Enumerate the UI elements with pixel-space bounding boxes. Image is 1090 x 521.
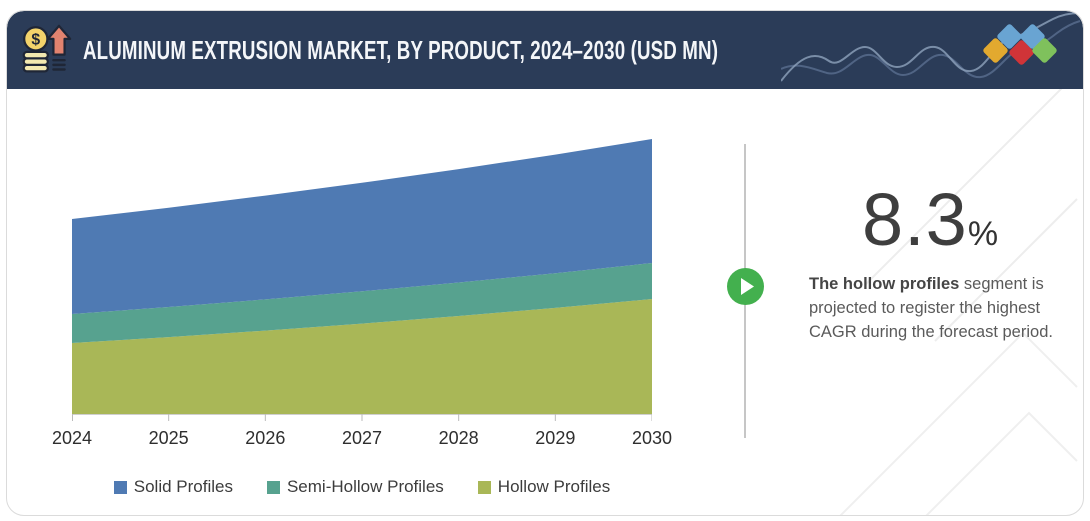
- legend-label: Semi-Hollow Profiles: [286, 477, 444, 496]
- x-tick-label: 2028: [438, 428, 479, 448]
- cagr-number: 8.3: [861, 178, 968, 261]
- x-tick-label: 2030: [631, 428, 673, 448]
- svg-text:$: $: [31, 31, 40, 48]
- x-tick-label: 2026: [245, 428, 286, 448]
- money-growth-icon: $: [22, 24, 72, 73]
- page-title: ALUMINUM EXTRUSION MARKET, BY PRODUCT, 2…: [83, 35, 719, 65]
- area-semi-hollow-profiles: [72, 263, 652, 343]
- area-hollow-profiles: [72, 299, 652, 414]
- x-tick-label: 2025: [148, 428, 189, 448]
- legend-item: Solid Profiles: [113, 477, 233, 497]
- cagr-percent-sign: %: [967, 215, 999, 253]
- report-card: $ ALUMINUM EXTRUSION MARKET, BY PRODUCT,…: [6, 10, 1084, 516]
- chart-plot-area: [72, 139, 653, 421]
- chart-legend: Solid Profiles Semi-Hollow Profiles Hollow…: [72, 477, 652, 497]
- insight-text: The hollow profiles segment is projected…: [801, 272, 1053, 344]
- x-axis: 2024 2025 2026 2027 2028 2029 2030: [52, 428, 672, 450]
- legend-item: Hollow Profiles: [477, 477, 611, 497]
- legend-item: Semi-Hollow Profiles: [266, 477, 444, 497]
- insight-bold-segment: The hollow profiles: [809, 275, 960, 293]
- x-tick-label: 2029: [535, 428, 576, 448]
- legend-swatch: [113, 480, 127, 494]
- play-icon: [741, 278, 754, 295]
- x-tick-label: 2024: [51, 428, 93, 448]
- legend-swatch: [477, 480, 491, 494]
- insight-rest: segment is projected to register the hig…: [809, 275, 1053, 341]
- area-solid-profiles: [72, 139, 652, 314]
- legend-label: Hollow Profiles: [497, 477, 611, 496]
- stacked-area-chart: [72, 131, 653, 426]
- legend-label: Solid Profiles: [133, 477, 233, 496]
- cagr-value: 8.3%: [801, 183, 1059, 257]
- legend-swatch: [266, 480, 280, 494]
- x-tick-label: 2027: [341, 428, 383, 448]
- play-badge: [727, 268, 764, 305]
- header-bar: $ ALUMINUM EXTRUSION MARKET, BY PRODUCT,…: [7, 11, 1083, 89]
- cagr-stat-block: 8.3% The hollow profiles segment is proj…: [801, 183, 1059, 344]
